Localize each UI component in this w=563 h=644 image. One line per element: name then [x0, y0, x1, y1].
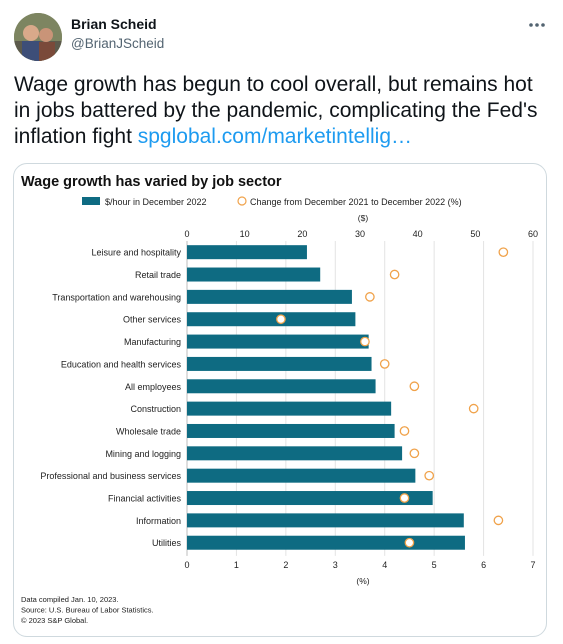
category-label: Financial activities — [108, 494, 182, 504]
wage-bar — [187, 289, 352, 304]
change-marker — [276, 314, 286, 325]
category-label: Professional and business services — [40, 471, 181, 481]
category-label: Utilities — [152, 538, 182, 548]
author-name[interactable]: Brian Scheid — [71, 16, 157, 32]
wage-bar — [187, 423, 395, 438]
change-marker — [404, 537, 415, 548]
footnote: Data compiled Jan. 10, 2023. — [21, 595, 119, 604]
bottom-axis-tick-label: 4 — [382, 560, 387, 570]
chart-card[interactable]: Wage growth has varied by job sector $/ho… — [13, 163, 547, 637]
bottom-axis-unit: (%) — [356, 576, 369, 586]
wage-bar — [187, 312, 356, 327]
category-label: Manufacturing — [124, 337, 181, 347]
wage-bar — [187, 379, 376, 394]
category-label: Education and health services — [61, 359, 182, 369]
wage-bar — [187, 535, 465, 550]
top-axis-unit: ($) — [358, 213, 369, 223]
author-handle[interactable]: @BrianJScheid — [71, 36, 165, 51]
tweet-text: Wage growth has begun to cool overall, b… — [14, 72, 550, 150]
chart-title: Wage growth has varied by job sector — [21, 174, 282, 190]
change-marker — [498, 247, 509, 258]
bottom-axis-tick-label: 2 — [283, 560, 288, 570]
wage-bar — [187, 513, 464, 528]
change-marker — [365, 292, 375, 302]
change-marker — [360, 336, 370, 347]
top-axis-tick-label: 0 — [184, 229, 189, 239]
wage-bar — [187, 267, 321, 282]
chart: Wage growth has varied by job sector $/ho… — [21, 174, 538, 625]
avatar[interactable] — [14, 13, 62, 61]
legend-label-change: Change from December 2021 to December 20… — [250, 197, 462, 207]
bottom-axis-tick-label: 6 — [481, 560, 486, 570]
change-marker — [424, 470, 435, 481]
change-marker — [409, 381, 420, 392]
category-label: Information — [136, 516, 181, 526]
category-label: Transportation and warehousing — [52, 292, 181, 302]
legend-swatch-change — [237, 196, 247, 206]
avatar-photo-icon — [14, 13, 62, 61]
top-axis-tick-label: 30 — [355, 229, 365, 239]
change-marker — [399, 493, 410, 503]
more-options-button[interactable] — [522, 10, 552, 40]
category-label: Retail trade — [135, 270, 181, 280]
category-label: Mining and logging — [105, 449, 181, 459]
more-dots-icon — [529, 23, 545, 27]
top-axis-tick-label: 10 — [240, 229, 250, 239]
tweet-body: Wage growth has begun to cool overall, b… — [14, 73, 538, 148]
bottom-axis-tick-label: 7 — [530, 560, 535, 570]
change-marker — [468, 403, 479, 414]
footnote: © 2023 S&P Global. — [21, 616, 88, 625]
category-label: Wholesale trade — [116, 426, 181, 436]
change-marker — [493, 515, 504, 526]
change-marker — [389, 269, 400, 280]
wage-bar — [187, 334, 369, 349]
top-axis-tick-label: 40 — [413, 229, 423, 239]
top-axis-tick-label: 50 — [470, 229, 480, 239]
wage-bar — [187, 401, 392, 416]
category-label: Leisure and hospitality — [91, 248, 181, 258]
category-label: Other services — [123, 315, 182, 325]
wage-bar — [187, 446, 403, 461]
category-label: Construction — [130, 404, 181, 414]
legend-label-wage: $/hour in December 2022 — [105, 197, 207, 207]
top-axis-tick-label: 60 — [528, 229, 538, 239]
footnote: Source: U.S. Bureau of Labor Statistics. — [21, 606, 154, 615]
bottom-axis-tick-label: 3 — [333, 560, 338, 570]
article-link[interactable]: spglobal.com/marketintellig… — [137, 125, 413, 148]
wage-bar — [187, 356, 372, 371]
change-marker — [379, 359, 390, 369]
wage-bar — [187, 468, 416, 483]
top-axis-tick-label: 20 — [297, 229, 307, 239]
bottom-axis-tick-label: 0 — [184, 560, 189, 570]
wage-bar — [187, 245, 307, 260]
bottom-axis-tick-label: 1 — [234, 560, 239, 570]
wage-bar — [187, 491, 433, 506]
change-marker — [409, 448, 420, 459]
change-marker — [399, 426, 410, 436]
legend-swatch-wage — [82, 197, 100, 205]
bottom-axis-tick-label: 5 — [432, 560, 437, 570]
category-label: All employees — [125, 382, 182, 392]
